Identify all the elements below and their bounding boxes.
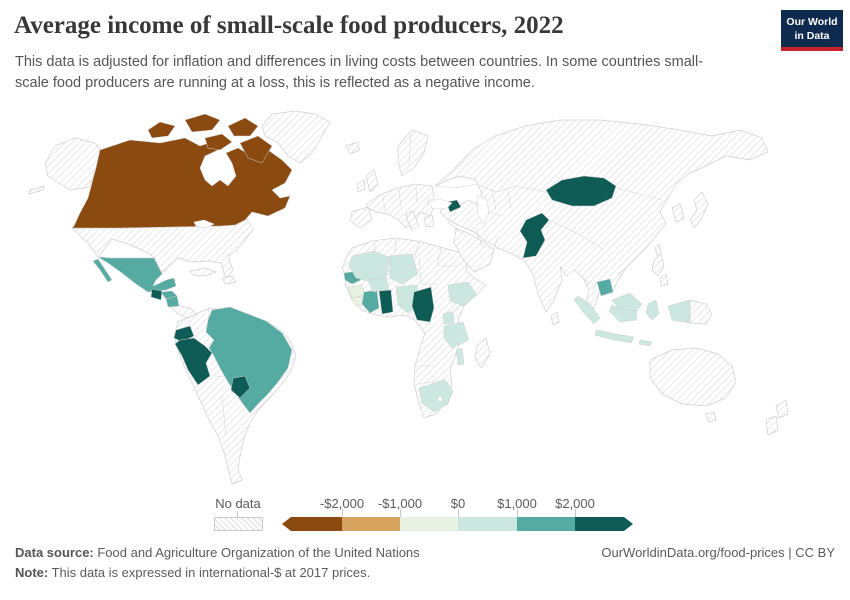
legend-segment-above-2000[interactable] — [575, 517, 633, 531]
country-cambodia[interactable] — [596, 278, 614, 297]
legend-tick-label: $0 — [450, 496, 466, 511]
legend-no-data-label: No data — [215, 496, 261, 511]
region-taiwan[interactable] — [654, 243, 662, 256]
caspian-sea — [476, 195, 490, 225]
country-peru[interactable] — [174, 337, 213, 386]
legend-segment-0-1000[interactable] — [458, 517, 517, 531]
region-greenland[interactable] — [261, 110, 331, 164]
country-cameroon[interactable] — [411, 286, 435, 323]
region-papua-new-guinea[interactable] — [689, 299, 713, 325]
country-ghana[interactable] — [378, 289, 394, 315]
country-canada-island[interactable] — [227, 117, 259, 137]
footer-note-line: Note: This data is expressed in internat… — [15, 565, 370, 580]
region-italy[interactable] — [405, 210, 420, 231]
region-philippines-south[interactable] — [659, 273, 669, 287]
region-europe[interactable] — [365, 183, 436, 229]
world-map — [28, 110, 789, 485]
country-guatemala[interactable] — [150, 288, 163, 301]
region-arabia[interactable] — [453, 227, 495, 273]
region-asia[interactable] — [434, 119, 769, 314]
country-malaysia-borneo[interactable] — [611, 292, 643, 312]
country-mongolia[interactable] — [545, 175, 617, 207]
region-hispaniola[interactable] — [221, 275, 237, 285]
legend-tick-label: -$2,000 — [319, 496, 365, 511]
owid-logo-line1: Our World — [786, 16, 838, 28]
colored-countries — [71, 113, 691, 414]
country-ethiopia[interactable] — [447, 281, 478, 307]
country-canada[interactable] — [71, 137, 293, 229]
footer-note-text: This data is expressed in international-… — [48, 565, 371, 580]
country-indonesia-new-guinea[interactable] — [667, 299, 691, 324]
footer-source-line: Data source: Food and Agriculture Organi… — [15, 545, 420, 560]
country-paraguay[interactable] — [230, 375, 251, 399]
country-pakistan[interactable] — [519, 212, 550, 259]
legend-tick-label: $2,000 — [555, 496, 595, 511]
region-japan[interactable] — [689, 191, 709, 229]
legend-tick-label: -$1,000 — [377, 496, 423, 511]
country-mexico[interactable] — [97, 256, 177, 293]
legend-tick — [400, 509, 401, 517]
country-indonesia-java[interactable] — [594, 329, 635, 344]
country-mexico-baja[interactable] — [92, 258, 113, 283]
footer-link[interactable]: OurWorldinData.org/food-prices | CC BY — [601, 545, 835, 560]
country-brazil[interactable] — [205, 306, 293, 414]
country-canada-island[interactable] — [239, 135, 273, 164]
owid-logo-line2: in Data — [794, 29, 830, 42]
legend-segment-1000-2000[interactable] — [517, 517, 575, 531]
region-alaska[interactable] — [44, 137, 101, 191]
legend-tick — [575, 509, 576, 517]
region-uk[interactable] — [365, 169, 379, 193]
region-aleutians[interactable] — [28, 185, 45, 195]
region-ireland[interactable] — [356, 179, 366, 193]
footer-note-label: Note: — [15, 565, 49, 580]
legend-tick-label: $1,000 — [497, 496, 537, 511]
chart-subtitle: This data is adjusted for inflation and … — [15, 54, 704, 91]
country-indonesia-sulawesi[interactable] — [645, 299, 660, 321]
region-cuba[interactable] — [189, 267, 217, 277]
country-nicaragua[interactable] — [165, 295, 180, 308]
region-sri-lanka[interactable] — [550, 311, 560, 326]
country-indonesia-sumatra[interactable] — [573, 295, 601, 325]
region-greece[interactable] — [423, 214, 435, 228]
region-iceland[interactable] — [345, 141, 361, 155]
region-korea[interactable] — [671, 203, 685, 223]
region-australia[interactable] — [649, 347, 737, 407]
region-new-zealand-south[interactable] — [765, 415, 779, 436]
country-indonesia-borneo[interactable] — [608, 304, 638, 323]
lesotho-enclave — [437, 396, 443, 402]
legend-no-data-swatch[interactable] — [214, 517, 263, 531]
legend-color-bar — [282, 517, 633, 531]
region-philippines-north[interactable] — [651, 253, 665, 277]
country-south-africa[interactable] — [418, 379, 454, 413]
country-niger[interactable] — [388, 253, 419, 285]
great-lakes — [193, 219, 215, 229]
legend-segment-neg2000-neg1000[interactable] — [342, 517, 400, 531]
region-new-zealand-north[interactable] — [775, 399, 789, 419]
country-tanzania[interactable] — [443, 321, 470, 349]
footer-source-text: Food and Agriculture Organization of the… — [93, 545, 420, 560]
black-sea — [427, 198, 453, 210]
water-bodies — [193, 195, 490, 402]
region-madagascar[interactable] — [474, 337, 491, 369]
region-scandinavia[interactable] — [397, 129, 429, 177]
country-uganda[interactable] — [442, 311, 455, 325]
region-tasmania[interactable] — [705, 411, 717, 423]
region-iberia[interactable] — [349, 206, 373, 229]
country-indonesia-lesser-sunda[interactable] — [638, 339, 653, 347]
legend-segment-neg1000-0[interactable] — [400, 517, 458, 531]
country-burkina-faso[interactable] — [367, 276, 390, 293]
legend-segment-below-neg2000[interactable] — [282, 517, 342, 531]
country-canada-island[interactable] — [204, 133, 233, 151]
page-title: Average income of small-scale food produ… — [14, 12, 564, 39]
footer-source-label: Data source: — [15, 545, 94, 560]
legend-tick — [517, 509, 518, 517]
legend-tick — [458, 509, 459, 517]
legend-no-data-tick — [237, 511, 238, 517]
country-malawi[interactable] — [455, 347, 465, 366]
owid-logo[interactable]: Our World in Data — [781, 10, 843, 52]
country-canada-island[interactable] — [147, 121, 176, 139]
country-canada-island[interactable] — [184, 113, 221, 133]
legend-tick — [342, 509, 343, 517]
